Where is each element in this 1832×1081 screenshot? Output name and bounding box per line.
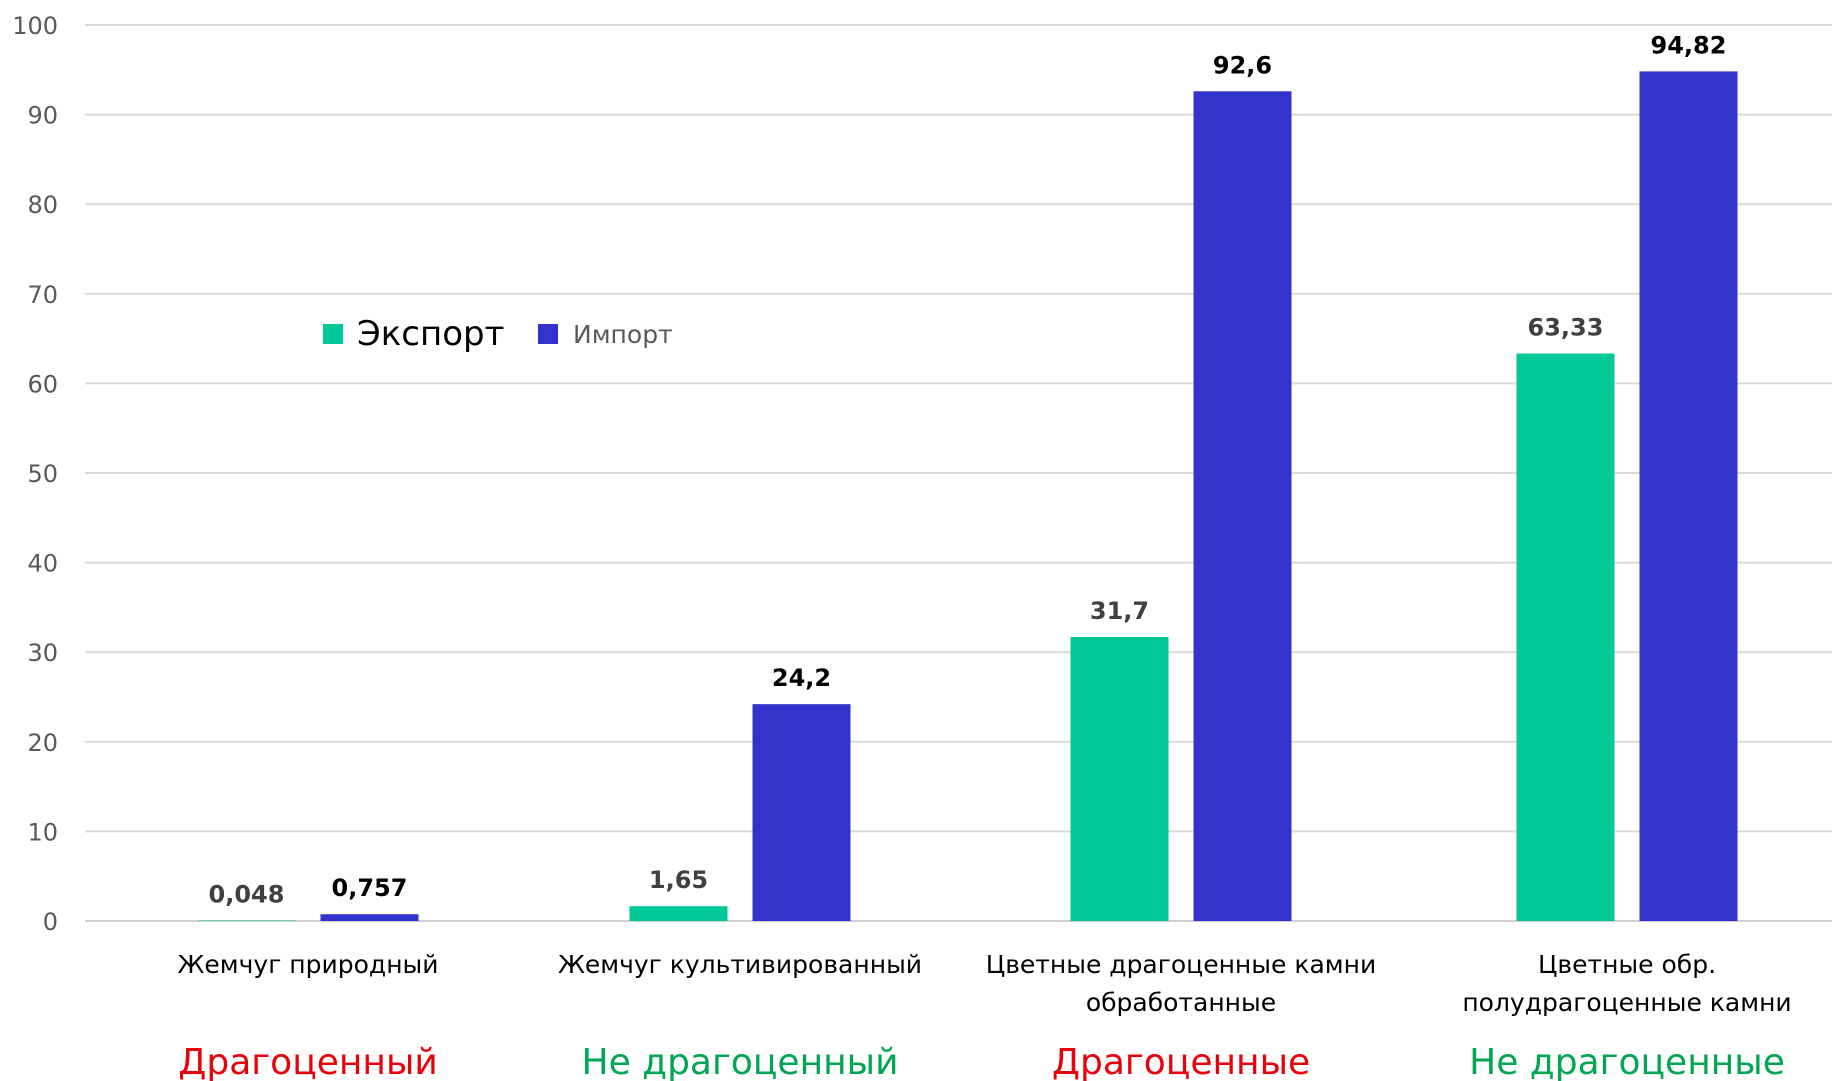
y-tick-label: 10 <box>27 818 58 846</box>
category-label-line: обработанные <box>1086 988 1276 1017</box>
category-label-line: Цветные обр. <box>1538 950 1716 979</box>
category-label-line: полудрагоценные камни <box>1462 988 1791 1017</box>
y-tick-label: 0 <box>43 908 58 936</box>
bar-import-0 <box>320 914 419 921</box>
grid-lines <box>85 24 1832 922</box>
y-tick-label: 100 <box>12 12 58 40</box>
category-labels: Жемчуг природный Жемчуг культивированный Ц… <box>177 950 1791 1017</box>
data-label-import-3: 94,82 <box>1651 31 1727 59</box>
data-label-import-0: 0,757 <box>332 874 408 902</box>
bar-import-3 <box>1639 71 1738 922</box>
y-tick-label: 80 <box>27 191 58 219</box>
bars <box>197 71 1738 922</box>
group-label-2: Драгоценные <box>1052 1042 1310 1081</box>
y-tick-label: 30 <box>27 639 58 667</box>
category-label-line: Цветные драгоценные камни <box>986 950 1376 979</box>
legend-label-export: Экспорт <box>357 314 504 354</box>
y-tick-label: 70 <box>27 281 58 309</box>
data-labels: 0,048 0,757 1,65 24,2 31,7 92,6 63,33 94,82 <box>209 31 1727 908</box>
group-labels: Драгоценный Не драгоценный Драгоценные Не д… <box>178 1042 1785 1081</box>
category-label-1: Жемчуг культивированный <box>558 950 922 979</box>
legend-label-import: Импорт <box>573 320 673 349</box>
y-tick-label: 90 <box>27 102 58 130</box>
data-label-import-1: 24,2 <box>772 664 831 692</box>
bar-import-1 <box>752 704 851 921</box>
category-label-line: Жемчуг культивированный <box>558 950 922 979</box>
category-label-line: Жемчуг природный <box>177 950 438 979</box>
category-label-2: Цветные драгоценные камни обработанные <box>986 950 1376 1017</box>
category-label-0: Жемчуг природный <box>177 950 438 979</box>
y-tick-label: 60 <box>27 370 58 398</box>
data-label-import-2: 92,6 <box>1213 51 1272 79</box>
group-label-0: Драгоценный <box>178 1042 438 1081</box>
y-tick-label: 20 <box>27 729 58 757</box>
legend: Экспорт Импорт <box>323 314 673 354</box>
data-label-export-0: 0,048 <box>209 881 285 909</box>
bar-import-2 <box>1193 91 1292 921</box>
y-tick-label: 50 <box>27 460 58 488</box>
legend-swatch-export <box>323 324 343 344</box>
category-label-3: Цветные обр. полудрагоценные камни <box>1462 950 1791 1017</box>
data-label-export-1: 1,65 <box>649 866 708 894</box>
bar-export-1 <box>629 906 728 921</box>
group-label-3: Не драгоценные <box>1469 1042 1785 1081</box>
y-axis-ticks: 0 10 20 30 40 50 60 70 80 90 100 <box>12 12 58 936</box>
legend-swatch-import <box>538 324 558 344</box>
group-label-1: Не драгоценный <box>582 1042 899 1081</box>
bar-export-2 <box>1070 636 1169 921</box>
bar-export-3 <box>1516 353 1615 921</box>
data-label-export-2: 31,7 <box>1090 597 1149 625</box>
y-tick-label: 40 <box>27 550 58 578</box>
data-label-export-3: 63,33 <box>1528 314 1604 342</box>
